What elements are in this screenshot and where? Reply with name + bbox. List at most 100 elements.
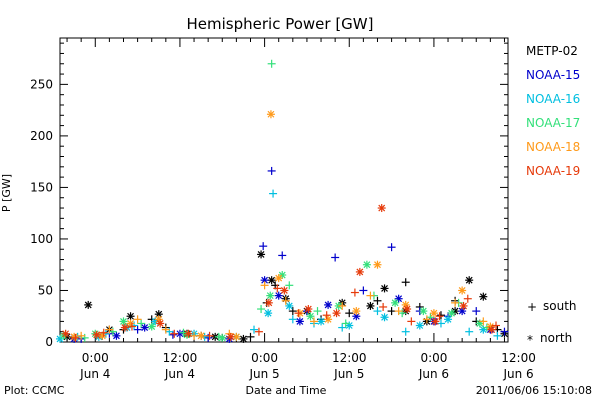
plot-frame [59,37,509,343]
point-north-noaa-19 [304,305,313,314]
point-north-noaa-19 [264,298,273,307]
point-south-metp-02 [288,307,297,316]
point-south-noaa-18 [451,298,460,307]
point-north-noaa-19 [377,204,386,213]
point-north-metp-02 [154,310,163,319]
point-north-noaa-19 [156,319,165,328]
legend-entry: NOAA-19 [526,164,580,178]
x-tick-time-label: 0:00 [420,351,447,365]
point-south-noaa-16 [288,315,297,324]
x-tick-date-label: Jun 6 [502,367,533,381]
x-tick-date-label: Jun 4 [79,367,110,381]
point-north-noaa-15 [274,291,283,300]
point-north-noaa-16 [317,317,326,326]
point-south-noaa-18 [338,301,347,310]
point-south-noaa-17 [179,328,188,337]
point-north-noaa-19 [184,329,193,338]
north-marker-label: north [540,331,572,345]
x-tick-date-label: Jun 5 [333,367,364,381]
point-north-noaa-16 [264,309,273,318]
point-south-noaa-18 [309,317,318,326]
point-north-noaa-18 [197,331,206,340]
point-north-noaa-16 [444,315,453,324]
point-south-noaa-16 [269,189,278,198]
point-north-noaa-16 [380,313,389,322]
point-south-noaa-19 [492,321,501,330]
point-north-noaa-18 [266,110,275,119]
plot-credit: Plot: CCMC [4,384,65,397]
point-north-metp-02 [479,292,488,301]
point-south-noaa-16 [250,325,259,334]
point-north-noaa-16 [345,321,354,330]
point-south-noaa-19 [205,331,214,340]
y-tick-label: 150 [30,180,53,194]
point-south-noaa-15 [472,307,481,316]
x-tick-date-label: Jun 5 [248,367,279,381]
point-south-noaa-17 [137,319,146,328]
point-north-noaa-16 [415,321,424,330]
point-north-noaa-19 [332,309,341,318]
point-north-noaa-18 [401,300,410,309]
point-south-noaa-18 [161,325,170,334]
point-north-noaa-18 [352,307,361,316]
data-points [56,59,509,343]
point-north-noaa-17 [475,319,484,328]
y-tick-label: 50 [38,283,53,297]
point-north-noaa-18 [70,332,79,341]
point-north-noaa-19 [280,286,289,295]
point-north-noaa-17 [391,298,400,307]
point-south-noaa-18 [422,315,431,324]
point-north-metp-02 [465,276,474,285]
point-south-noaa-19 [379,302,388,311]
point-south-noaa-17 [267,59,276,68]
point-south-noaa-17 [285,281,294,290]
point-north-metp-02 [84,300,93,309]
point-north-noaa-15 [175,329,184,338]
south-marker-label: south [543,299,577,313]
point-north-noaa-19 [120,323,129,332]
legend-entry: NOAA-16 [526,92,580,106]
point-north-noaa-18 [274,274,283,283]
plot-timestamp: 2011/06/06 15:10:08 [476,384,592,397]
point-south-noaa-18 [190,331,199,340]
point-south-noaa-19 [435,312,444,321]
north-marker-symbol: * [527,333,533,347]
point-south-noaa-19 [350,288,359,297]
marker-legend: + south * north [527,299,577,347]
point-north-noaa-17 [119,317,128,326]
x-tick-date-label: Jun 4 [164,367,195,381]
south-marker-symbol: + [527,300,537,314]
point-south-noaa-19 [127,322,136,331]
point-south-noaa-15 [259,242,268,251]
point-south-noaa-15 [267,166,276,175]
point-south-noaa-18 [105,325,114,334]
y-tick-label: 100 [30,232,53,246]
point-north-noaa-17 [147,322,156,331]
point-south-metp-02 [147,315,156,324]
y-axis-label: P [GW] [0,174,13,212]
point-south-metp-02 [401,278,410,287]
point-south-noaa-16 [373,307,382,316]
point-north-noaa-17 [362,260,371,269]
point-south-noaa-18 [133,315,142,324]
point-south-noaa-19 [273,284,282,293]
point-north-noaa-15 [458,307,467,316]
legend-entry: NOAA-17 [526,116,580,130]
point-north-metp-02 [267,276,276,285]
point-north-noaa-19 [355,267,364,276]
point-north-noaa-17 [266,291,275,300]
point-south-noaa-16 [465,327,474,336]
point-north-metp-02 [126,312,135,321]
point-south-metp-02 [436,311,445,320]
y-tick-label: 200 [30,129,53,143]
point-north-noaa-19 [403,305,412,314]
point-south-noaa-19 [254,327,263,336]
point-south-noaa-15 [278,251,287,260]
point-north-noaa-19 [61,329,70,338]
chart-title: Hemispheric Power [GW] [187,15,374,33]
point-north-noaa-19 [459,301,468,310]
point-north-noaa-19 [226,332,235,341]
x-tick-time-label: 0:00 [251,351,278,365]
point-south-metp-02 [387,307,396,316]
point-north-noaa-18 [232,332,241,341]
